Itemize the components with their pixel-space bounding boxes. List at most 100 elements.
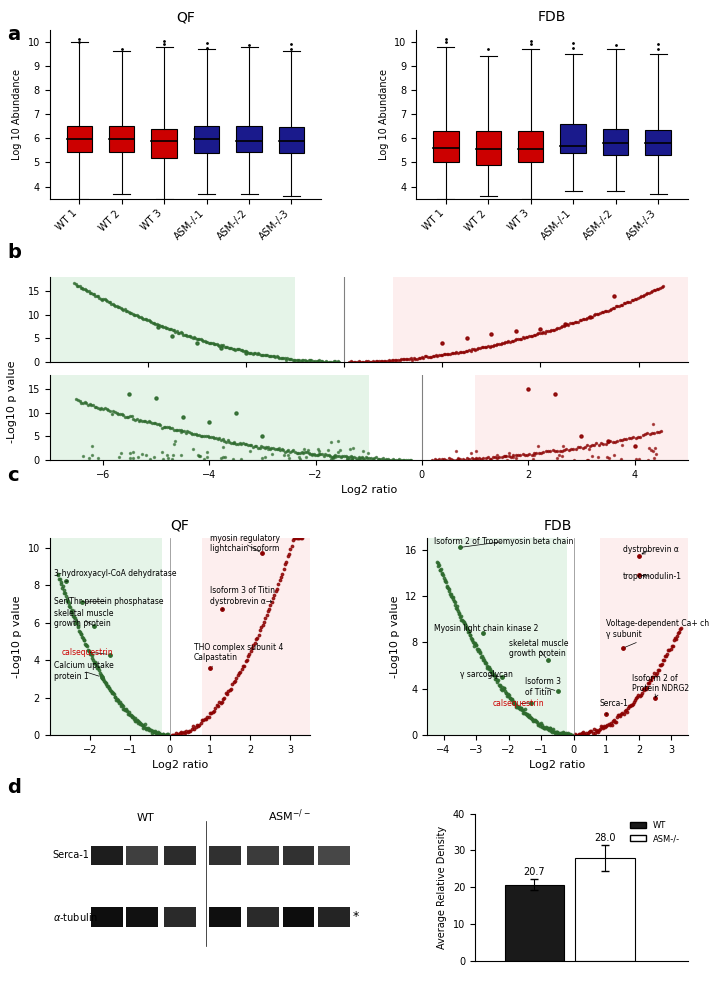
Point: [144, 721, 155, 737]
Point: [434, 451, 445, 467]
Text: -Log10 p value: -Log10 p value: [7, 360, 17, 443]
Point: [262, 440, 274, 456]
Point: [493, 449, 505, 465]
Point: [171, 323, 182, 339]
Point: [353, 449, 364, 465]
Point: [432, 452, 443, 468]
Point: [69, 275, 80, 290]
Point: [216, 450, 227, 466]
Bar: [576, 858, 635, 961]
Point: [405, 350, 416, 366]
Point: [499, 683, 510, 699]
Point: [108, 403, 119, 419]
Point: [194, 448, 206, 464]
Point: [537, 444, 549, 460]
Text: Serca-1: Serca-1: [52, 850, 90, 860]
Point: [178, 724, 189, 740]
Point: [648, 282, 659, 298]
Point: [152, 726, 163, 742]
Text: a: a: [7, 25, 21, 44]
Point: [667, 638, 679, 654]
Point: [124, 445, 135, 461]
Point: [94, 665, 106, 681]
Point: [177, 423, 188, 439]
Text: Isoform 3 of Titin
dystrobrevin α→: Isoform 3 of Titin dystrobrevin α→: [210, 587, 275, 609]
Bar: [50, 375, 369, 460]
Point: [222, 340, 233, 356]
Point: [530, 327, 541, 343]
Point: [182, 423, 193, 439]
Point: [169, 324, 181, 340]
Point: [470, 443, 481, 459]
Point: [467, 634, 479, 650]
Point: [531, 326, 542, 342]
Point: [86, 396, 97, 412]
Point: [625, 430, 637, 446]
Point: [345, 441, 356, 457]
Point: [396, 452, 407, 468]
Point: [210, 336, 221, 352]
Point: [448, 594, 459, 609]
Point: [57, 579, 69, 595]
Point: [524, 447, 535, 463]
Point: [384, 353, 396, 369]
Bar: [67, 126, 92, 152]
Point: [365, 450, 376, 466]
Point: [487, 449, 498, 465]
Point: [208, 430, 220, 446]
Point: [151, 724, 162, 740]
Point: [127, 306, 138, 322]
Point: [552, 443, 563, 459]
Point: [559, 316, 571, 332]
Point: [361, 353, 372, 369]
Point: [245, 643, 257, 659]
Point: [447, 452, 459, 468]
Point: [100, 676, 111, 692]
Point: [526, 447, 537, 463]
Point: [380, 354, 391, 370]
Bar: [126, 845, 158, 865]
Point: [451, 599, 462, 614]
Point: [567, 315, 579, 331]
Point: [147, 723, 159, 739]
Point: [588, 438, 600, 454]
Point: [557, 318, 568, 334]
Point: [370, 353, 381, 369]
Point: [451, 345, 462, 361]
Point: [238, 658, 249, 674]
Point: [571, 314, 582, 330]
Point: [167, 447, 179, 463]
Point: [527, 713, 538, 728]
Point: [618, 706, 629, 721]
Point: [88, 618, 99, 634]
Point: [267, 440, 279, 456]
Point: [94, 290, 105, 306]
Point: [510, 697, 522, 713]
Point: [269, 588, 280, 604]
Point: [225, 340, 237, 356]
Point: [133, 449, 144, 465]
Point: [257, 617, 268, 633]
Point: [86, 447, 98, 463]
Point: [315, 446, 326, 462]
Point: [400, 352, 411, 368]
Point: [228, 341, 240, 357]
Point: [501, 448, 512, 464]
Point: [435, 561, 447, 577]
Point: [540, 443, 552, 459]
Point: [504, 334, 515, 350]
Point: [94, 400, 106, 416]
Point: [581, 437, 593, 453]
Bar: [433, 131, 459, 163]
Point: [635, 288, 647, 304]
Point: [615, 452, 627, 468]
Point: [381, 353, 393, 369]
Point: [474, 340, 486, 356]
Point: [85, 646, 96, 662]
Point: [503, 688, 514, 704]
Point: [225, 435, 237, 451]
Point: [69, 275, 81, 291]
Point: [522, 707, 533, 722]
Point: [190, 426, 201, 442]
Point: [350, 450, 362, 466]
